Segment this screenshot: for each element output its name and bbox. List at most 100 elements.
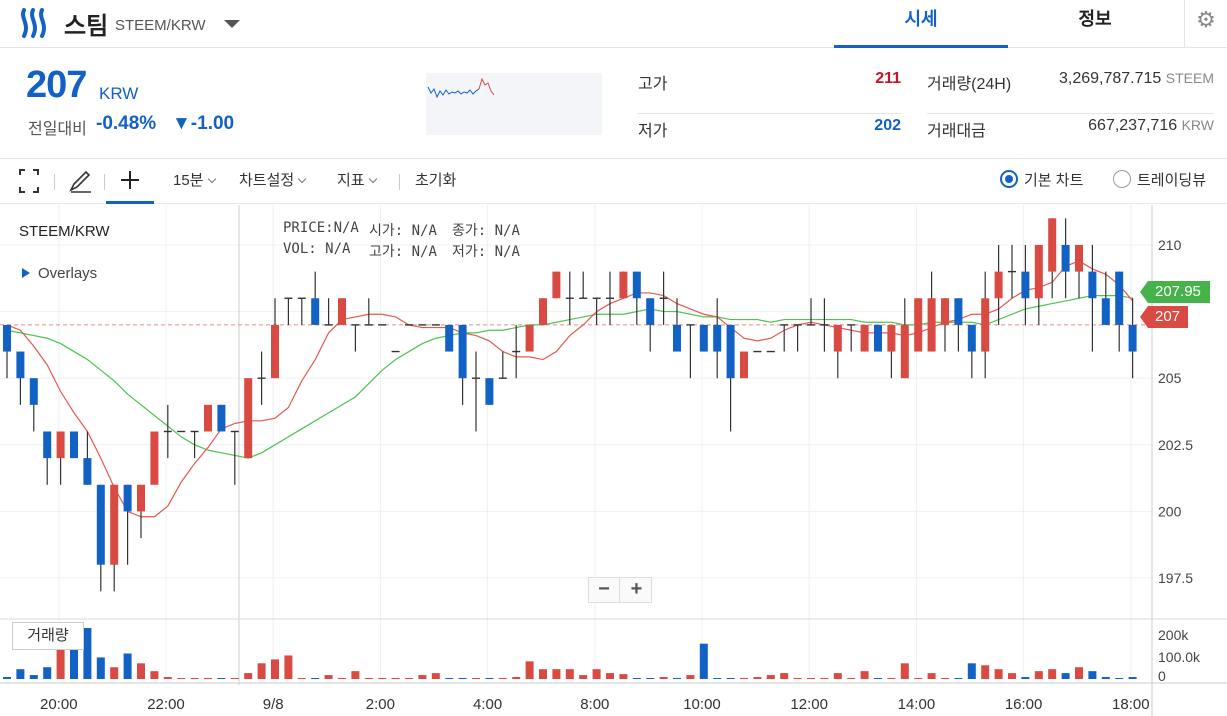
zoom-out-button[interactable]: − [589, 578, 620, 602]
current-price: 207 [26, 64, 87, 106]
volume-bar [766, 675, 775, 679]
candle-up [860, 324, 869, 352]
y-tick-label: 202.5 [1158, 437, 1193, 453]
legend-price: PRICE:N/A [283, 220, 359, 236]
candle-up [914, 298, 923, 352]
y-tick-label: 200 [1158, 503, 1182, 519]
chevron-down-icon [207, 174, 216, 184]
pair-dropdown-caret-icon[interactable] [224, 20, 240, 28]
candle-down [967, 324, 976, 352]
volume-bar [1008, 673, 1016, 679]
y-tick-label: 205 [1158, 370, 1182, 386]
coin-pair: STEEM/KRW [115, 17, 206, 34]
candle-down [458, 324, 467, 379]
trade-amount-row: 거래대금 667,237,716 KRW [927, 117, 1214, 161]
high-price-row: 고가 211 [638, 70, 901, 114]
volume-bar [324, 675, 333, 679]
candle-up [110, 484, 119, 565]
sparkline-up [478, 77, 495, 96]
volume-bar [83, 628, 92, 679]
candle-up [1048, 218, 1057, 272]
coin-name: 스팀 [64, 13, 109, 40]
volume-bar [217, 678, 226, 680]
tab-price[interactable]: 시세 [834, 0, 1008, 48]
zoom-in-button[interactable]: + [630, 578, 643, 600]
change-rate: -0.48% [96, 113, 157, 134]
x-tick-label: 4:00 [473, 696, 502, 713]
chart-settings-menu[interactable]: 차트설정 [239, 159, 307, 204]
reset-button[interactable]: 초기화 [415, 172, 457, 189]
basic-chart-radio[interactable]: 기본 차트 [1000, 159, 1083, 204]
price-unit: KRW [99, 84, 139, 103]
fullscreen-icon[interactable] [18, 159, 40, 204]
toolbar-divider [104, 174, 105, 190]
volume-bar [378, 678, 387, 680]
steem-logo-icon [21, 8, 46, 38]
volume-tick-label: 100.0k [1158, 649, 1201, 665]
pencil-icon[interactable] [68, 159, 92, 204]
interval-select[interactable]: 15분 [173, 159, 216, 204]
amount-label: 거래대금 [927, 123, 986, 140]
candle-up [887, 324, 896, 352]
candle-down [954, 298, 963, 325]
overlays-label: Overlays [38, 265, 98, 282]
indicators-menu[interactable]: 지표 [337, 159, 377, 204]
volume-bar [391, 678, 400, 680]
overlays-toggle[interactable]: Overlays [22, 265, 97, 282]
radio-unselected-icon [1113, 170, 1131, 189]
y-tick-label: 197.5 [1158, 570, 1193, 586]
volume-bar [699, 643, 708, 679]
change-amount: ▼-1.00 [172, 113, 235, 134]
volume-value: 3,269,787.715 [1058, 70, 1162, 87]
y-tick-label: 210 [1158, 237, 1182, 253]
volume-bar [606, 673, 614, 679]
volume-bar [632, 678, 641, 680]
candle-up [1075, 244, 1083, 272]
tab-info[interactable]: 정보 [1078, 9, 1112, 29]
volume-bar [967, 663, 976, 679]
chevron-down-icon [368, 174, 377, 184]
candle-down [1115, 271, 1124, 325]
volume-bar [43, 667, 52, 679]
candle-up [137, 484, 145, 512]
x-tick-label: 14:00 [898, 696, 936, 713]
price-chart[interactable]: 210 205 202.5 200 197.5 200k 100.0k 0 20:00 22:00… [0, 205, 1227, 716]
candle-down [1088, 271, 1097, 299]
volume-bar [1034, 671, 1043, 679]
volume-bar [364, 678, 373, 680]
candle-down [726, 324, 735, 379]
pencil-svg [69, 170, 91, 193]
x-tick-label: 16:00 [1005, 696, 1043, 713]
volume-bar [338, 678, 346, 680]
volume-bar [579, 675, 588, 679]
candle-up [981, 298, 990, 352]
high-label: 고가 [638, 76, 668, 93]
x-tick-label: 12:00 [790, 696, 828, 713]
volume-bar [565, 669, 574, 679]
volume-bar [860, 671, 869, 679]
volume-bar [753, 677, 762, 679]
chart-canvas[interactable]: 210 205 202.5 200 197.5 200k 100.0k 0 20:00 22:00… [0, 205, 1227, 716]
chevron-down-icon [297, 174, 307, 184]
candle-up [1034, 244, 1043, 299]
volume-bar [1048, 669, 1057, 679]
volume-bar [673, 678, 681, 680]
volume-bar [498, 678, 507, 680]
volume-bar [833, 673, 842, 679]
volume-bar [525, 661, 534, 679]
gear-icon[interactable]: ⚙ [1184, 0, 1227, 48]
candle-down [445, 324, 454, 352]
volume-bar [1115, 678, 1124, 680]
volume-bar [592, 669, 601, 679]
volume-bar [1021, 677, 1030, 679]
volume-bar [1101, 677, 1110, 679]
trading-view-radio[interactable]: 트레이딩뷰 [1113, 159, 1206, 204]
candle-down [632, 271, 641, 299]
volume-bar [3, 677, 11, 679]
volume-bar [485, 678, 494, 680]
volume-unit: STEEM [1165, 70, 1214, 86]
candle-up [833, 324, 842, 352]
crosshair-icon[interactable] [106, 159, 154, 204]
toolbar-divider [54, 174, 55, 190]
candle-up [900, 324, 909, 379]
